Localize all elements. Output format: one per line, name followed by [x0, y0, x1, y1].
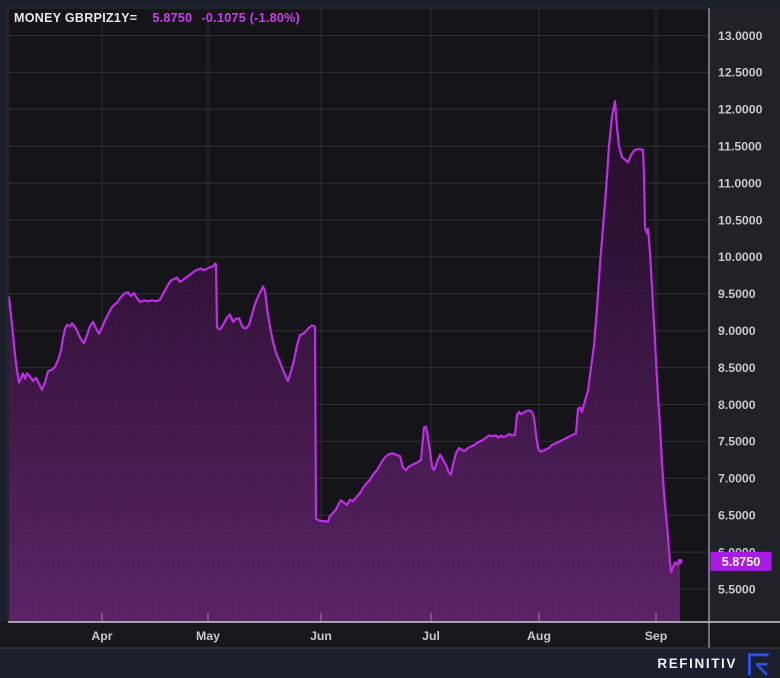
- x-axis-month-label: Aug: [527, 629, 551, 643]
- brand-wordmark: REFINITIV: [657, 656, 737, 671]
- quote-header[interactable]: MONEY GBRPIZ1Y= 5.8750 -0.1075 (-1.80%): [14, 11, 300, 25]
- x-axis-band: [0, 622, 780, 648]
- y-axis-tick-label: 12.5000: [718, 66, 763, 80]
- y-axis-column: [710, 8, 780, 622]
- price-line: [7, 100, 682, 574]
- last-price-text: 5.8750: [152, 11, 193, 25]
- symbol-label: MONEY GBRPIZ1Y=: [14, 11, 138, 25]
- y-axis-tick-label: 10.0000: [718, 250, 763, 264]
- x-axis-month-label: Jul: [422, 629, 440, 643]
- price-area-texture: [9, 101, 680, 622]
- y-axis-tick-label: 6.5000: [718, 509, 756, 523]
- footer-bar: REFINITIV: [0, 649, 780, 678]
- y-axis-tick-label: 7.5000: [718, 435, 756, 449]
- x-axis-month-label: Apr: [91, 629, 112, 643]
- y-axis-tick-label: 12.0000: [718, 103, 763, 117]
- y-axis-tick-label: 9.5000: [718, 287, 756, 301]
- y-axis-tick-label: 10.5000: [718, 213, 763, 227]
- refinitiv-logo-icon: [748, 652, 769, 676]
- x-axis-month-label: May: [196, 629, 220, 643]
- y-axis-tick-label: 8.5000: [718, 361, 756, 375]
- last-price-badge-label: 5.8750: [722, 555, 761, 569]
- y-axis-tick-label: 11.5000: [718, 140, 762, 154]
- series-end-marker: [677, 558, 683, 564]
- change-text: -0.1075 (-1.80%): [201, 11, 301, 25]
- y-axis-tick-label: 11.0000: [718, 176, 762, 190]
- y-axis-tick-label: 7.0000: [718, 472, 756, 486]
- x-axis-month-label: Sep: [645, 629, 668, 643]
- y-axis-tick-label: 5.5000: [718, 582, 756, 596]
- y-axis-tick-label: 8.0000: [718, 398, 756, 412]
- last-price-badge: [710, 551, 772, 571]
- y-axis-tick-label: 13.0000: [718, 29, 763, 43]
- y-axis-tick-label: 9.0000: [718, 324, 756, 338]
- x-axis-month-label: Jun: [310, 629, 332, 643]
